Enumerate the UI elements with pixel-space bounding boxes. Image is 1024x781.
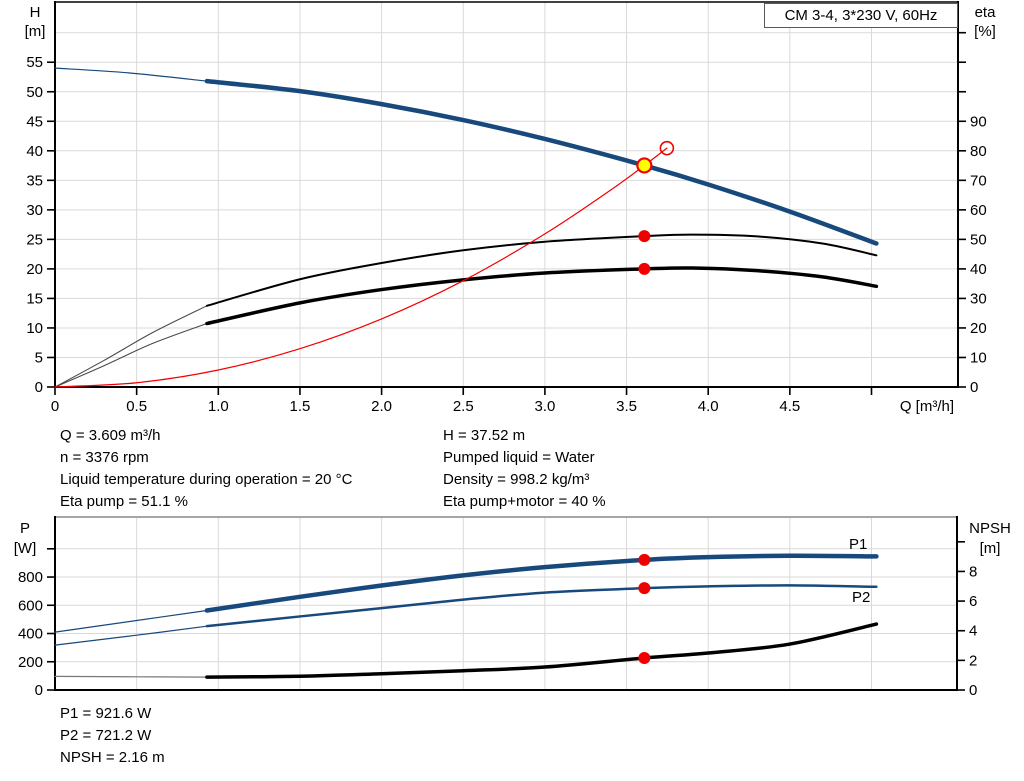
duty-point-marker[interactable] [636,157,653,174]
power-axis-name: P [19,520,30,537]
duty-results-left: Q = 3.609 m³/h n = 3376 rpm Liquid tempe… [60,425,352,513]
pump-head-curve [204,78,879,246]
eta-pump-motor-curve [205,266,879,326]
eta-pump-curve [54,305,208,388]
right-axis-tick-label: 30 [970,290,987,307]
system-curve [54,147,668,388]
x-axis-tick-label: 4.0 [698,398,719,415]
left-axis-tick-label: 45 [26,113,43,130]
head-axis-name: H [29,4,41,21]
eta-pump-curve [205,233,878,307]
duty-results-right: H = 37.52 m Pumped liquid = Water Densit… [443,425,606,513]
npsh-operating-dot [638,651,651,664]
x-axis-tick-label: 4.5 [779,398,800,415]
p1-operating-dot [638,553,651,566]
right-axis-tick-label: 90 [970,113,987,130]
left-axis-tick-label: 25 [26,231,43,248]
x-axis-tick-label: 1.0 [208,398,229,415]
x-axis-tick-label: 0.5 [126,398,147,415]
p2-power-curve [205,584,878,628]
npsh-curve [54,675,208,678]
left-axis-tick-label: 50 [26,84,43,101]
right-axis-tick-label: 60 [970,202,987,219]
x-axis-tick-label: 2.5 [453,398,474,415]
left-axis-tick-label: 5 [35,349,43,366]
right-axis-tick-label: 2 [969,652,977,669]
result-speed: n = 3376 rpm [60,449,149,466]
left-axis-tick-label: 400 [18,626,43,643]
series-label: P2 [852,589,870,606]
left-axis-tick-label: 200 [18,654,43,671]
eta-pump-motor-curve [54,322,208,388]
npsh-curve [205,622,879,679]
chart-title-box: CM 3-4, 3*230 V, 60Hz [764,3,958,28]
left-axis-tick-label: 20 [26,261,43,278]
result-p2: P2 = 721.2 W [60,727,152,744]
right-axis-tick-label: 6 [969,593,977,610]
series-label: P1 [849,536,867,553]
result-eta-pump: Eta pump = 51.1 % [60,493,188,510]
left-axis-tick-label: 40 [26,143,43,160]
npsh-axis-unit: [m] [979,540,1001,557]
pump-head-curve [54,67,208,82]
eta-pump-operating-dot [638,230,651,243]
right-axis-tick-label: 80 [970,143,987,160]
npsh-axis-name: NPSH [969,520,1011,537]
flow-axis-unit: Q [m³/h] [899,398,954,415]
left-axis-tick-label: 30 [26,202,43,219]
result-p1: P1 = 921.6 W [60,705,152,722]
power-axis-unit: [W] [13,540,37,557]
result-npsh: NPSH = 2.16 m [60,749,165,766]
left-axis-tick-label: 800 [18,569,43,586]
left-axis-tick-label: 0 [35,682,43,699]
x-axis-tick-label: 1.5 [290,398,311,415]
head-axis-unit: [m] [24,23,46,40]
pump-model-title: CM 3-4, 3*230 V, 60Hz [784,7,938,24]
right-axis-tick-label: 10 [970,349,987,366]
p1-power-curve [204,553,879,613]
left-axis-tick-label: 0 [35,379,43,396]
x-axis-tick-label: 0 [51,398,59,415]
p2-operating-dot [638,582,651,595]
x-axis-tick-label: 3.0 [534,398,555,415]
left-axis-tick-label: 600 [18,597,43,614]
result-pumped-liquid: Pumped liquid = Water [443,449,595,466]
p2-power-curve [54,625,208,646]
left-axis-tick-label: 35 [26,172,43,189]
left-axis-tick-label: 10 [26,320,43,337]
x-axis-tick-label: 3.5 [616,398,637,415]
power-results: P1 = 921.6 W P2 = 721.2 W NPSH = 2.16 m [60,703,165,769]
right-axis-tick-label: 50 [970,231,987,248]
left-axis-tick-label: 55 [26,54,43,71]
eta-axis-name: eta [974,4,996,21]
requested-duty-marker [659,140,675,156]
right-axis-tick-label: 20 [970,320,987,337]
right-axis-tick-label: 40 [970,261,987,278]
x-axis-tick-label: 2.0 [371,398,392,415]
left-axis-tick-label: 15 [26,290,43,307]
result-density: Density = 998.2 kg/m³ [443,471,590,488]
eta-pump-motor-operating-dot [638,262,651,275]
right-axis-tick-label: 0 [969,682,977,699]
eta-axis-unit: [%] [974,23,996,40]
right-axis-tick-label: 8 [969,563,977,580]
p1-power-curve [54,609,208,633]
right-axis-tick-label: 4 [969,623,977,640]
result-head: H = 37.52 m [443,427,526,444]
right-axis-tick-label: 70 [970,172,987,189]
result-eta-pump-motor: Eta pump+motor = 40 % [443,493,606,510]
result-flow: Q = 3.609 m³/h [60,427,161,444]
result-liquid-temperature: Liquid temperature during operation = 20… [60,471,353,488]
right-axis-tick-label: 0 [970,379,978,396]
